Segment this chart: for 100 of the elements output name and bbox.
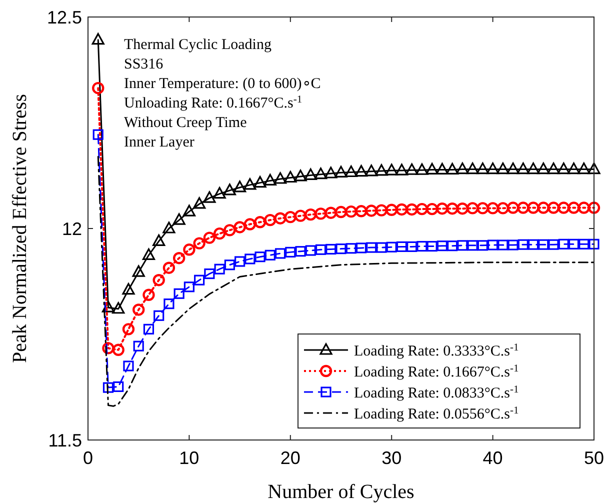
point bbox=[152, 234, 166, 246]
point bbox=[112, 302, 125, 314]
point bbox=[264, 214, 276, 226]
point bbox=[344, 165, 358, 178]
point bbox=[274, 212, 286, 224]
point bbox=[142, 248, 156, 260]
point bbox=[375, 204, 388, 216]
point bbox=[396, 203, 408, 216]
point bbox=[588, 238, 600, 250]
point bbox=[547, 162, 560, 174]
point bbox=[284, 170, 297, 183]
point bbox=[254, 216, 266, 228]
point bbox=[476, 162, 489, 174]
point bbox=[102, 300, 115, 312]
annotation: Inner Layer bbox=[124, 134, 194, 150]
point bbox=[456, 202, 469, 215]
point bbox=[264, 250, 276, 260]
annotation: Unloading Rate: 0.1667°C.s$^{-1}$ bbox=[124, 94, 302, 112]
point bbox=[557, 162, 570, 174]
point bbox=[244, 218, 256, 230]
point bbox=[416, 240, 428, 252]
point bbox=[234, 221, 246, 234]
point bbox=[314, 168, 328, 180]
point bbox=[457, 240, 468, 251]
point bbox=[537, 202, 550, 214]
point bbox=[516, 162, 530, 174]
point bbox=[567, 162, 580, 174]
point bbox=[447, 240, 458, 252]
point bbox=[213, 227, 226, 240]
y-axis-title: Peak Normalized Effective Stress bbox=[9, 94, 31, 363]
point bbox=[203, 191, 216, 203]
point bbox=[294, 210, 307, 222]
point bbox=[518, 239, 528, 250]
point bbox=[244, 178, 256, 190]
point bbox=[558, 238, 569, 250]
annotation: Inner Temperature: (0 to 600)∘C bbox=[124, 76, 321, 92]
y-tick-label: 12 bbox=[62, 218, 82, 239]
point bbox=[395, 164, 408, 176]
x-tick-label: 10 bbox=[179, 448, 200, 468]
point bbox=[426, 202, 438, 216]
point bbox=[386, 204, 398, 216]
point bbox=[527, 202, 540, 214]
point bbox=[254, 252, 266, 262]
point bbox=[568, 202, 580, 214]
point bbox=[123, 360, 134, 372]
point bbox=[274, 172, 287, 184]
point bbox=[274, 248, 286, 259]
point bbox=[498, 240, 508, 250]
point bbox=[568, 238, 580, 250]
point bbox=[466, 162, 479, 174]
point bbox=[92, 82, 104, 94]
point bbox=[488, 240, 498, 250]
x-tick-label: 20 bbox=[280, 448, 300, 468]
point bbox=[172, 213, 186, 225]
point bbox=[315, 244, 326, 255]
point bbox=[355, 205, 368, 218]
point bbox=[476, 202, 489, 214]
point bbox=[314, 208, 327, 220]
legend-label: Loading Rate: 0.0833°C.s$^{-1}$ bbox=[354, 384, 519, 402]
point bbox=[517, 202, 530, 214]
point bbox=[234, 256, 246, 267]
point bbox=[436, 162, 448, 175]
point bbox=[547, 202, 560, 214]
annotation: SS316 bbox=[124, 56, 164, 72]
point bbox=[204, 268, 215, 280]
point bbox=[132, 265, 145, 277]
point bbox=[304, 208, 317, 221]
point bbox=[113, 381, 124, 392]
point bbox=[224, 224, 236, 236]
point bbox=[334, 206, 348, 218]
point bbox=[162, 222, 176, 234]
point bbox=[334, 166, 348, 178]
point bbox=[214, 264, 225, 274]
point bbox=[508, 240, 518, 250]
point bbox=[496, 162, 510, 174]
point bbox=[365, 204, 378, 217]
point bbox=[92, 129, 104, 140]
point bbox=[193, 237, 206, 250]
point bbox=[356, 242, 367, 254]
point bbox=[426, 240, 438, 252]
point bbox=[174, 288, 184, 299]
point bbox=[92, 33, 104, 45]
point bbox=[486, 162, 500, 174]
point bbox=[578, 238, 590, 250]
point bbox=[526, 162, 540, 174]
point bbox=[112, 344, 124, 356]
point bbox=[588, 202, 600, 214]
annotation: Thermal Cyclic Loading bbox=[124, 37, 272, 53]
point bbox=[182, 204, 196, 216]
point bbox=[558, 202, 570, 214]
point bbox=[304, 168, 317, 180]
point bbox=[406, 163, 418, 175]
point bbox=[336, 244, 346, 254]
point bbox=[122, 283, 135, 295]
point bbox=[183, 244, 196, 256]
point bbox=[486, 202, 499, 214]
y-tick-label: 11.5 bbox=[48, 430, 82, 450]
point bbox=[406, 203, 418, 216]
point bbox=[213, 187, 226, 199]
point bbox=[254, 176, 266, 188]
